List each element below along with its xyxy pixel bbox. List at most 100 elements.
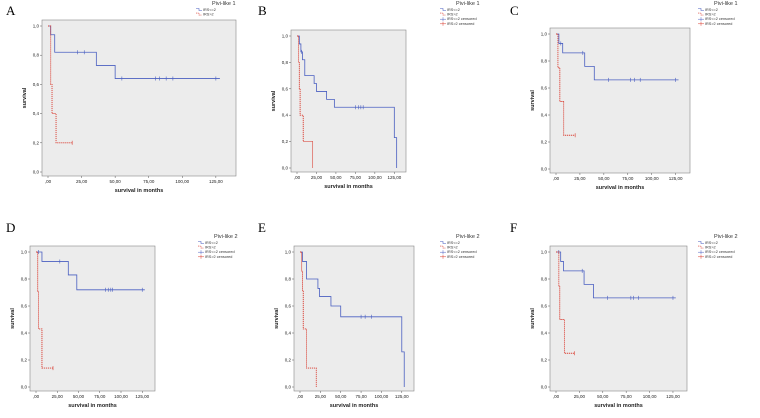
legend-entry: IRS<=2 censored — [447, 250, 477, 254]
y-tick-label: 0,2 — [541, 140, 548, 145]
legend-entry: IRS>2 — [447, 13, 458, 17]
y-axis-title: survival — [22, 87, 28, 108]
x-tick-label: ,00 — [553, 176, 560, 181]
series-line-irs-high — [36, 251, 53, 369]
x-tick-label: 75,00 — [94, 394, 106, 399]
legend-swatch — [198, 245, 204, 249]
y-tick-label: 1,0 — [541, 32, 548, 37]
legend-entry: IRS<=2 — [203, 8, 216, 12]
x-tick-label: ,00 — [45, 179, 52, 184]
x-tick-label: 100,00 — [375, 394, 389, 399]
plot-area — [549, 27, 691, 174]
x-tick-label: 50,00 — [598, 176, 610, 181]
y-axis-title: survival — [530, 90, 536, 111]
y-tick-label: 0,0 — [285, 385, 292, 390]
series-line-irs-low — [36, 251, 145, 291]
panel-e: E 0,0 0,2 0,4 0,6 0,8 1,0 ,00 25,00 50,00 75,00 100… — [258, 220, 480, 409]
y-tick-label: 0,0 — [541, 167, 548, 172]
series-line-irs-high — [297, 35, 314, 168]
legend-swatch — [698, 12, 704, 16]
y-axis-title: survival — [530, 308, 536, 329]
x-tick-label: 25,00 — [574, 176, 586, 181]
panel-letter: B — [258, 3, 267, 18]
x-tick-label: 50,00 — [73, 394, 85, 399]
x-tick-label: 125,00 — [209, 179, 223, 184]
x-tick-label: 125,00 — [666, 394, 680, 399]
x-tick-label: ,00 — [297, 394, 304, 399]
series-line-irs-low — [300, 251, 405, 387]
legend-entry: IRS<=2 — [705, 241, 718, 245]
y-tick-label: 0,8 — [541, 277, 548, 282]
legend-entry: IRS<=2 — [447, 241, 460, 245]
y-tick-label: 0,8 — [33, 53, 40, 58]
x-tick-label: 100,00 — [368, 175, 382, 180]
y-tick-label: 0,2 — [21, 358, 28, 363]
y-tick-label: 0,6 — [282, 86, 289, 91]
legend-entry: IRS>2 — [203, 13, 214, 17]
x-tick-label: 25,00 — [52, 394, 64, 399]
panel-f: F 0,0 0,2 0,4 0,6 0,8 1,0 ,00 25,00 50,00 75,00 100… — [510, 220, 738, 409]
x-tick-label: ,00 — [33, 394, 40, 399]
panel-letter: D — [6, 220, 15, 235]
x-tick-label: 100,00 — [175, 179, 189, 184]
x-tick-label: 125,00 — [387, 175, 401, 180]
legend-entry: IRS<=2 censored — [705, 250, 735, 254]
legend-entry: IRS>2 censored — [205, 255, 232, 259]
panel-letter: A — [6, 3, 16, 18]
y-tick-label: 0,2 — [285, 358, 292, 363]
panel-b: B 0,0 0,2 0,4 0,6 0,8 1,0 ,00 25,00 50,00 75,00 100… — [258, 1, 480, 190]
x-tick-label: 25,00 — [315, 394, 327, 399]
legend-entry: IRS>2 — [205, 246, 216, 250]
x-tick-label: 100,00 — [645, 176, 659, 181]
y-tick-label: 0,6 — [541, 304, 548, 309]
y-tick-label: 0,4 — [541, 331, 548, 336]
panel-a: A 0,0 0,2 0,4 0,6 0,8 1,0 ,00 25,00 50,00 75,00 100… — [6, 1, 237, 194]
y-tick-label: 0,2 — [541, 358, 548, 363]
legend-swatch — [698, 241, 704, 244]
x-tick-label: 75,00 — [143, 179, 155, 184]
y-tick-label: 1,0 — [541, 250, 548, 255]
y-tick-label: 0,4 — [282, 113, 289, 118]
panel-letter: E — [258, 220, 266, 235]
legend-swatch — [196, 8, 202, 11]
y-tick-label: 1,0 — [285, 250, 292, 255]
series-line-irs-high — [48, 25, 73, 144]
x-axis-title: survival in months — [594, 403, 643, 409]
y-tick-label: 0,6 — [33, 82, 40, 87]
x-tick-label: 25,00 — [574, 394, 586, 399]
y-tick-label: 0,8 — [541, 59, 548, 64]
y-tick-label: 0,0 — [282, 166, 289, 171]
x-tick-label: 25,00 — [311, 175, 323, 180]
legend-entry: IRS<=2 censored — [705, 17, 735, 21]
x-tick-label: 50,00 — [330, 175, 342, 180]
x-tick-label: 50,00 — [335, 394, 347, 399]
y-tick-label: 0,2 — [33, 140, 40, 145]
legend-entry: IRS>2 — [705, 13, 716, 17]
legend-title: Pivi-like 1 — [714, 1, 738, 7]
legend-entry: IRS<=2 censored — [205, 250, 235, 254]
legend-swatch — [440, 12, 446, 16]
panel-c: C 0,0 0,2 0,4 0,6 0,8 1,0 ,00 25,00 50,00 75,00 100… — [510, 1, 738, 191]
panel-letter: C — [510, 3, 519, 18]
legend-entry: IRS>2 censored — [447, 255, 474, 259]
x-tick-label: 25,00 — [76, 179, 88, 184]
x-axis-title: survival in months — [596, 185, 645, 191]
series-line-irs-high — [556, 251, 575, 354]
legend-swatch — [440, 241, 446, 244]
y-tick-label: 0,8 — [285, 277, 292, 282]
y-tick-label: 0,0 — [21, 385, 28, 390]
y-tick-label: 0,4 — [285, 331, 292, 336]
legend-swatch — [698, 245, 704, 249]
plot-area — [29, 245, 156, 392]
y-tick-label: 1,0 — [282, 34, 289, 39]
series-line-irs-high — [556, 33, 576, 136]
legend-swatch — [196, 12, 202, 16]
y-tick-label: 0,8 — [282, 60, 289, 65]
x-tick-label: 100,00 — [643, 394, 657, 399]
y-tick-label: 0,8 — [21, 277, 28, 282]
